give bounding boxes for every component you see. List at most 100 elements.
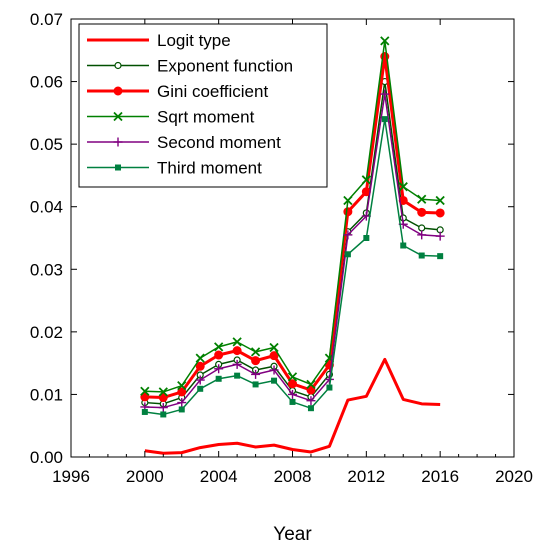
data-point <box>232 337 242 347</box>
x-tick-label: 2008 <box>274 467 312 486</box>
data-point <box>232 359 242 369</box>
data-point <box>269 342 279 353</box>
series-sqrt-moment <box>140 36 445 397</box>
y-tick-label: 0.04 <box>30 198 63 217</box>
y-tick-label: 0.02 <box>30 323 63 342</box>
series-second-moment <box>140 89 445 413</box>
data-point <box>251 356 261 366</box>
legend-item: Exponent function <box>87 57 293 76</box>
data-point <box>158 403 168 413</box>
data-point-stroke <box>269 342 279 353</box>
data-point-stroke <box>343 195 353 206</box>
legend-label: Third moment <box>157 159 262 178</box>
data-point <box>288 379 297 389</box>
data-point <box>398 182 408 192</box>
x-axis-title: Year <box>273 524 312 545</box>
y-tick-label: 0.06 <box>30 73 63 92</box>
data-point <box>214 342 224 352</box>
data-point <box>417 207 427 217</box>
data-point-stroke <box>232 337 242 347</box>
x-tick-label: 2000 <box>126 467 164 486</box>
data-point-stroke <box>214 342 224 352</box>
data-point <box>113 86 123 96</box>
series-line <box>144 357 441 455</box>
x-tick-label: 2012 <box>347 467 385 486</box>
data-point <box>363 235 370 241</box>
data-point <box>343 207 353 217</box>
data-point <box>158 393 168 403</box>
plot-area <box>140 36 445 455</box>
data-point <box>417 230 427 240</box>
data-point <box>307 405 314 412</box>
data-point <box>140 386 150 396</box>
data-point <box>113 137 123 147</box>
data-point-stroke <box>177 381 187 391</box>
legend-item: Third moment <box>87 159 262 178</box>
data-point <box>437 253 444 260</box>
legend-item: Gini coefficient <box>87 82 268 101</box>
legend-item: Sqrt moment <box>87 108 255 127</box>
data-point <box>232 346 242 356</box>
y-tick-label: 0.05 <box>30 135 63 154</box>
data-point <box>343 230 353 240</box>
data-point-stroke <box>287 372 298 382</box>
data-point <box>271 377 278 384</box>
data-point <box>195 375 205 385</box>
data-point <box>418 224 426 232</box>
legend-item: Second moment <box>87 133 281 152</box>
data-point <box>178 406 185 413</box>
data-point <box>195 361 205 371</box>
data-point <box>381 116 388 123</box>
data-point <box>288 389 297 399</box>
data-point-stroke <box>361 175 371 185</box>
x-tick-label: 1996 <box>52 467 90 486</box>
data-point <box>306 396 316 406</box>
data-point <box>361 175 371 185</box>
legend-label: Logit type <box>157 31 231 50</box>
data-point <box>380 36 390 46</box>
data-point-stroke <box>113 111 123 122</box>
data-point <box>234 372 241 379</box>
data-point <box>177 398 187 408</box>
data-point-stroke <box>195 353 205 363</box>
data-point <box>158 387 168 397</box>
data-point <box>417 194 427 204</box>
data-point <box>418 252 425 259</box>
data-point-stroke <box>380 36 390 46</box>
legend-label: Exponent function <box>157 57 293 76</box>
data-point <box>114 61 122 70</box>
data-point <box>140 392 150 402</box>
series-gini-coefficient <box>140 52 445 403</box>
data-point <box>435 208 445 218</box>
data-point <box>215 375 222 382</box>
data-point <box>380 89 390 99</box>
legend-label: Second moment <box>157 133 281 152</box>
x-tick-label: 2020 <box>495 467 533 486</box>
data-point <box>113 111 123 122</box>
legend-label: Gini coefficient <box>157 82 268 101</box>
data-point <box>400 242 407 249</box>
data-point <box>343 195 353 206</box>
data-point <box>252 381 259 388</box>
series-third-moment <box>141 116 444 418</box>
data-point <box>115 164 121 171</box>
data-point <box>287 372 298 382</box>
data-point-stroke <box>306 379 316 390</box>
data-point <box>269 365 279 375</box>
data-point <box>326 384 333 391</box>
y-tick-label: 0.07 <box>30 10 63 29</box>
data-point <box>306 385 316 395</box>
legend: Logit type Exponent function Gini coeffici… <box>78 23 328 188</box>
data-point-stroke <box>158 387 168 397</box>
data-point-stroke <box>398 182 408 192</box>
data-point <box>197 385 204 392</box>
data-point <box>251 369 261 379</box>
series-logit-type <box>144 357 441 455</box>
y-tick-label: 0.01 <box>30 385 63 404</box>
y-tick-label: 0.03 <box>30 260 63 279</box>
data-point-stroke <box>250 347 261 357</box>
data-point <box>250 347 261 357</box>
data-point <box>177 381 187 391</box>
